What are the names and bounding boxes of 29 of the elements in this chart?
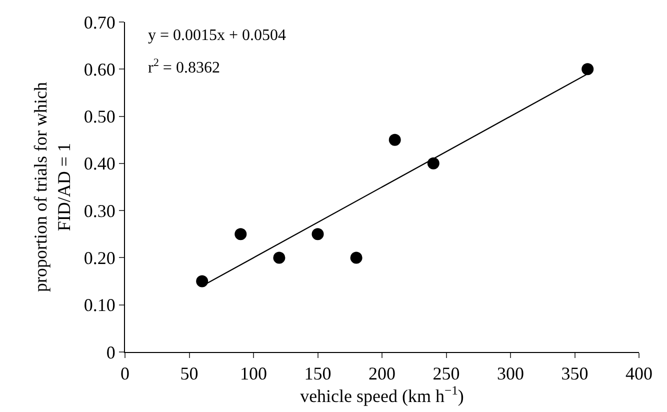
x-tick-label: 300 xyxy=(497,364,524,384)
point xyxy=(273,252,286,264)
y-axis-title: proportion of trials for which FID/AD = 1 xyxy=(30,82,74,292)
x-tick-label: 50 xyxy=(180,364,198,384)
point xyxy=(582,63,594,76)
y-tick-label: 0.60 xyxy=(84,59,116,80)
point xyxy=(427,157,440,170)
x-tick-label: 400 xyxy=(626,364,652,384)
y-tick-label: 0 xyxy=(106,342,116,362)
point xyxy=(350,252,362,264)
point xyxy=(196,275,208,288)
y-tick-label: 0.20 xyxy=(84,248,116,268)
point xyxy=(312,228,324,240)
x-tick-label: 250 xyxy=(432,364,460,384)
annotation: r$^{2}$ = 0.8362 xyxy=(148,57,220,77)
annotation: y = 0.0015x + 0.0504 xyxy=(148,27,286,44)
y-tick-label: 0.70 xyxy=(84,12,116,32)
x-axis-title: vehicle speed (km h$^{−1}$) xyxy=(300,384,464,406)
x-tick-label: 100 xyxy=(240,364,267,384)
y-tick-label: 0.50 xyxy=(84,106,116,127)
y-tick-label: 0.30 xyxy=(84,200,116,221)
point xyxy=(234,228,247,240)
x-tick-label: 150 xyxy=(304,364,332,384)
x-tick-label: 200 xyxy=(368,364,396,384)
y-tick-label: 0.40 xyxy=(84,154,116,174)
x-tick-label: 0 xyxy=(120,364,130,384)
point xyxy=(388,134,401,146)
x-tick-label: 350 xyxy=(561,364,588,384)
y-tick-label: 0.10 xyxy=(84,295,116,316)
